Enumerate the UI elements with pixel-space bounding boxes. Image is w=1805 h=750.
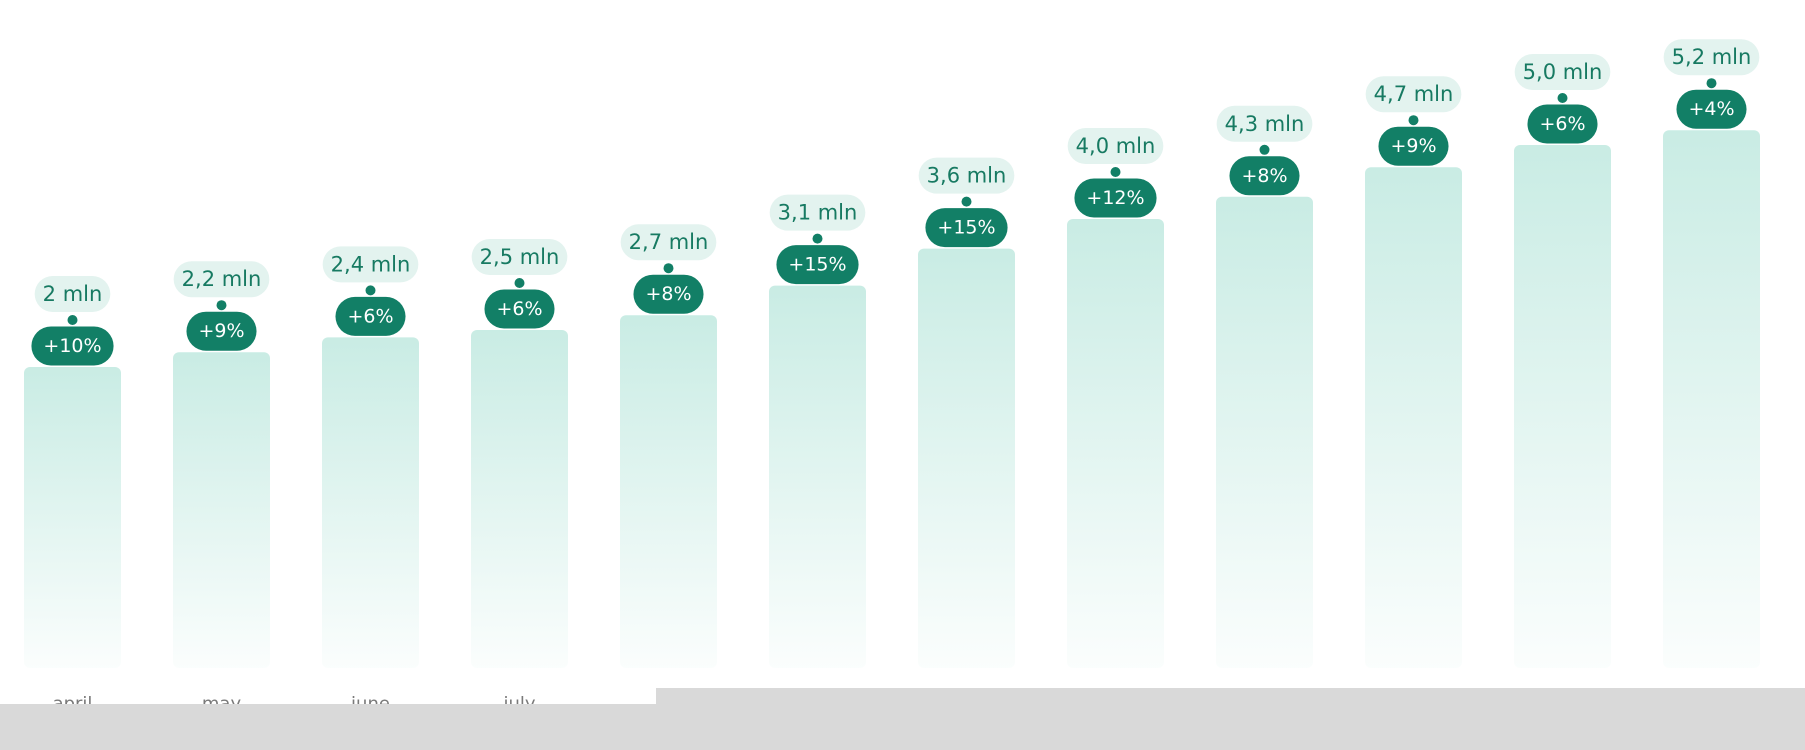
growth-badge bbox=[335, 296, 406, 336]
value-label: 3,6 mln bbox=[927, 164, 1007, 188]
value-label: 5,2 mln bbox=[1672, 45, 1752, 69]
value-label: 2,5 mln bbox=[480, 245, 560, 269]
growth-badge-label: +15% bbox=[788, 254, 846, 276]
growth-badge bbox=[1074, 178, 1157, 218]
value-label-bg bbox=[322, 246, 419, 283]
value-label-bg bbox=[1663, 39, 1760, 76]
connector-dot bbox=[961, 196, 972, 207]
growth-badge-label: +15% bbox=[937, 217, 995, 239]
connector-dot bbox=[812, 233, 823, 244]
growth-badge-label: +10% bbox=[43, 335, 101, 357]
value-label: 2,2 mln bbox=[182, 267, 262, 291]
growth-badge-label: +8% bbox=[645, 283, 691, 305]
bar bbox=[1067, 219, 1164, 668]
value-label: 4,7 mln bbox=[1374, 82, 1454, 106]
connector-dot bbox=[365, 285, 376, 296]
bar bbox=[471, 330, 568, 668]
growth-badge bbox=[1378, 126, 1449, 166]
value-label: 4,3 mln bbox=[1225, 112, 1305, 136]
growth-badge-label: +8% bbox=[1241, 165, 1287, 187]
overlay bbox=[0, 704, 660, 750]
growth-badge-label: +6% bbox=[347, 305, 393, 327]
value-label-bg bbox=[471, 239, 568, 275]
growth-badge bbox=[186, 311, 257, 351]
value-label: 2,7 mln bbox=[629, 230, 709, 254]
growth-badge bbox=[925, 208, 1008, 248]
bar bbox=[1365, 167, 1462, 668]
bar-group: +8% 4,3 mln bbox=[1216, 105, 1313, 669]
bar-group: +9%2,2 mlnmay bbox=[173, 261, 270, 715]
value-label-bg bbox=[1514, 54, 1611, 90]
overlay bbox=[656, 688, 1805, 750]
value-label-bg bbox=[34, 276, 111, 312]
growth-badge-label: +6% bbox=[496, 298, 542, 320]
bar bbox=[24, 367, 121, 668]
growth-badge-label: +4% bbox=[1688, 98, 1734, 120]
bar bbox=[1216, 196, 1313, 669]
growth-badge bbox=[1676, 89, 1747, 129]
bar-group: +15% 3,6 mln bbox=[918, 157, 1015, 668]
bar-group: +12% 4,0 mln bbox=[1067, 128, 1164, 668]
value-label-bg bbox=[1216, 105, 1313, 142]
value-label-bg bbox=[918, 157, 1015, 194]
growth-badge bbox=[31, 326, 114, 366]
growth-badge bbox=[484, 289, 555, 329]
bar-group: +15% 3,1 mln bbox=[769, 194, 866, 668]
bar bbox=[173, 352, 270, 668]
value-label: 5,0 mln bbox=[1523, 60, 1603, 84]
connector-dot bbox=[1110, 167, 1121, 177]
bar-group: +8%2,7 mlnau bbox=[620, 224, 717, 715]
growth-badge bbox=[1229, 156, 1300, 196]
bar bbox=[322, 337, 419, 668]
growth-badge bbox=[1527, 104, 1598, 144]
connector-dot bbox=[67, 315, 78, 325]
bar-group: +6% 5,0 mln bbox=[1514, 54, 1611, 668]
value-label-bg bbox=[1365, 76, 1462, 113]
bars: +10%2 mlnapril+9%2,2 mlnmay+6%2,4 mlnjun… bbox=[24, 39, 1760, 715]
growth-badge-label: +12% bbox=[1086, 187, 1144, 209]
bar-group: +9% 4,7 mln bbox=[1365, 76, 1462, 668]
connector-dot bbox=[1706, 78, 1717, 89]
connector-dot bbox=[663, 263, 674, 274]
value-label: 2,4 mln bbox=[331, 252, 411, 276]
value-label-bg bbox=[1067, 128, 1164, 164]
growth-badge bbox=[633, 274, 704, 314]
connector-dot bbox=[216, 300, 227, 311]
bar-group: +6%2,4 mlnjune bbox=[322, 246, 419, 715]
bar-group: +6%2,5 mlnjuly bbox=[471, 239, 568, 715]
bar bbox=[620, 315, 717, 668]
bar bbox=[918, 248, 1015, 668]
bar-group: +4% 5,2 mln bbox=[1663, 39, 1760, 668]
value-label: 4,0 mln bbox=[1076, 134, 1156, 158]
value-label-bg bbox=[620, 224, 717, 261]
value-label: 3,1 mln bbox=[778, 201, 858, 225]
connector-dot bbox=[1557, 93, 1568, 103]
bar bbox=[1514, 145, 1611, 668]
connector-dot bbox=[1408, 115, 1419, 126]
value-label-bg bbox=[173, 261, 270, 298]
growth-badge-label: +9% bbox=[198, 320, 244, 342]
bar bbox=[769, 285, 866, 668]
value-label-bg bbox=[769, 194, 866, 231]
growth-badge-label: +6% bbox=[1539, 113, 1585, 135]
growth-badge-label: +9% bbox=[1390, 135, 1436, 157]
connector-dot bbox=[514, 278, 525, 288]
growth-badge bbox=[776, 245, 859, 285]
bar bbox=[1663, 130, 1760, 668]
bar-group: +10%2 mlnapril bbox=[24, 276, 121, 715]
connector-dot bbox=[1259, 144, 1270, 155]
value-label: 2 mln bbox=[43, 282, 103, 306]
